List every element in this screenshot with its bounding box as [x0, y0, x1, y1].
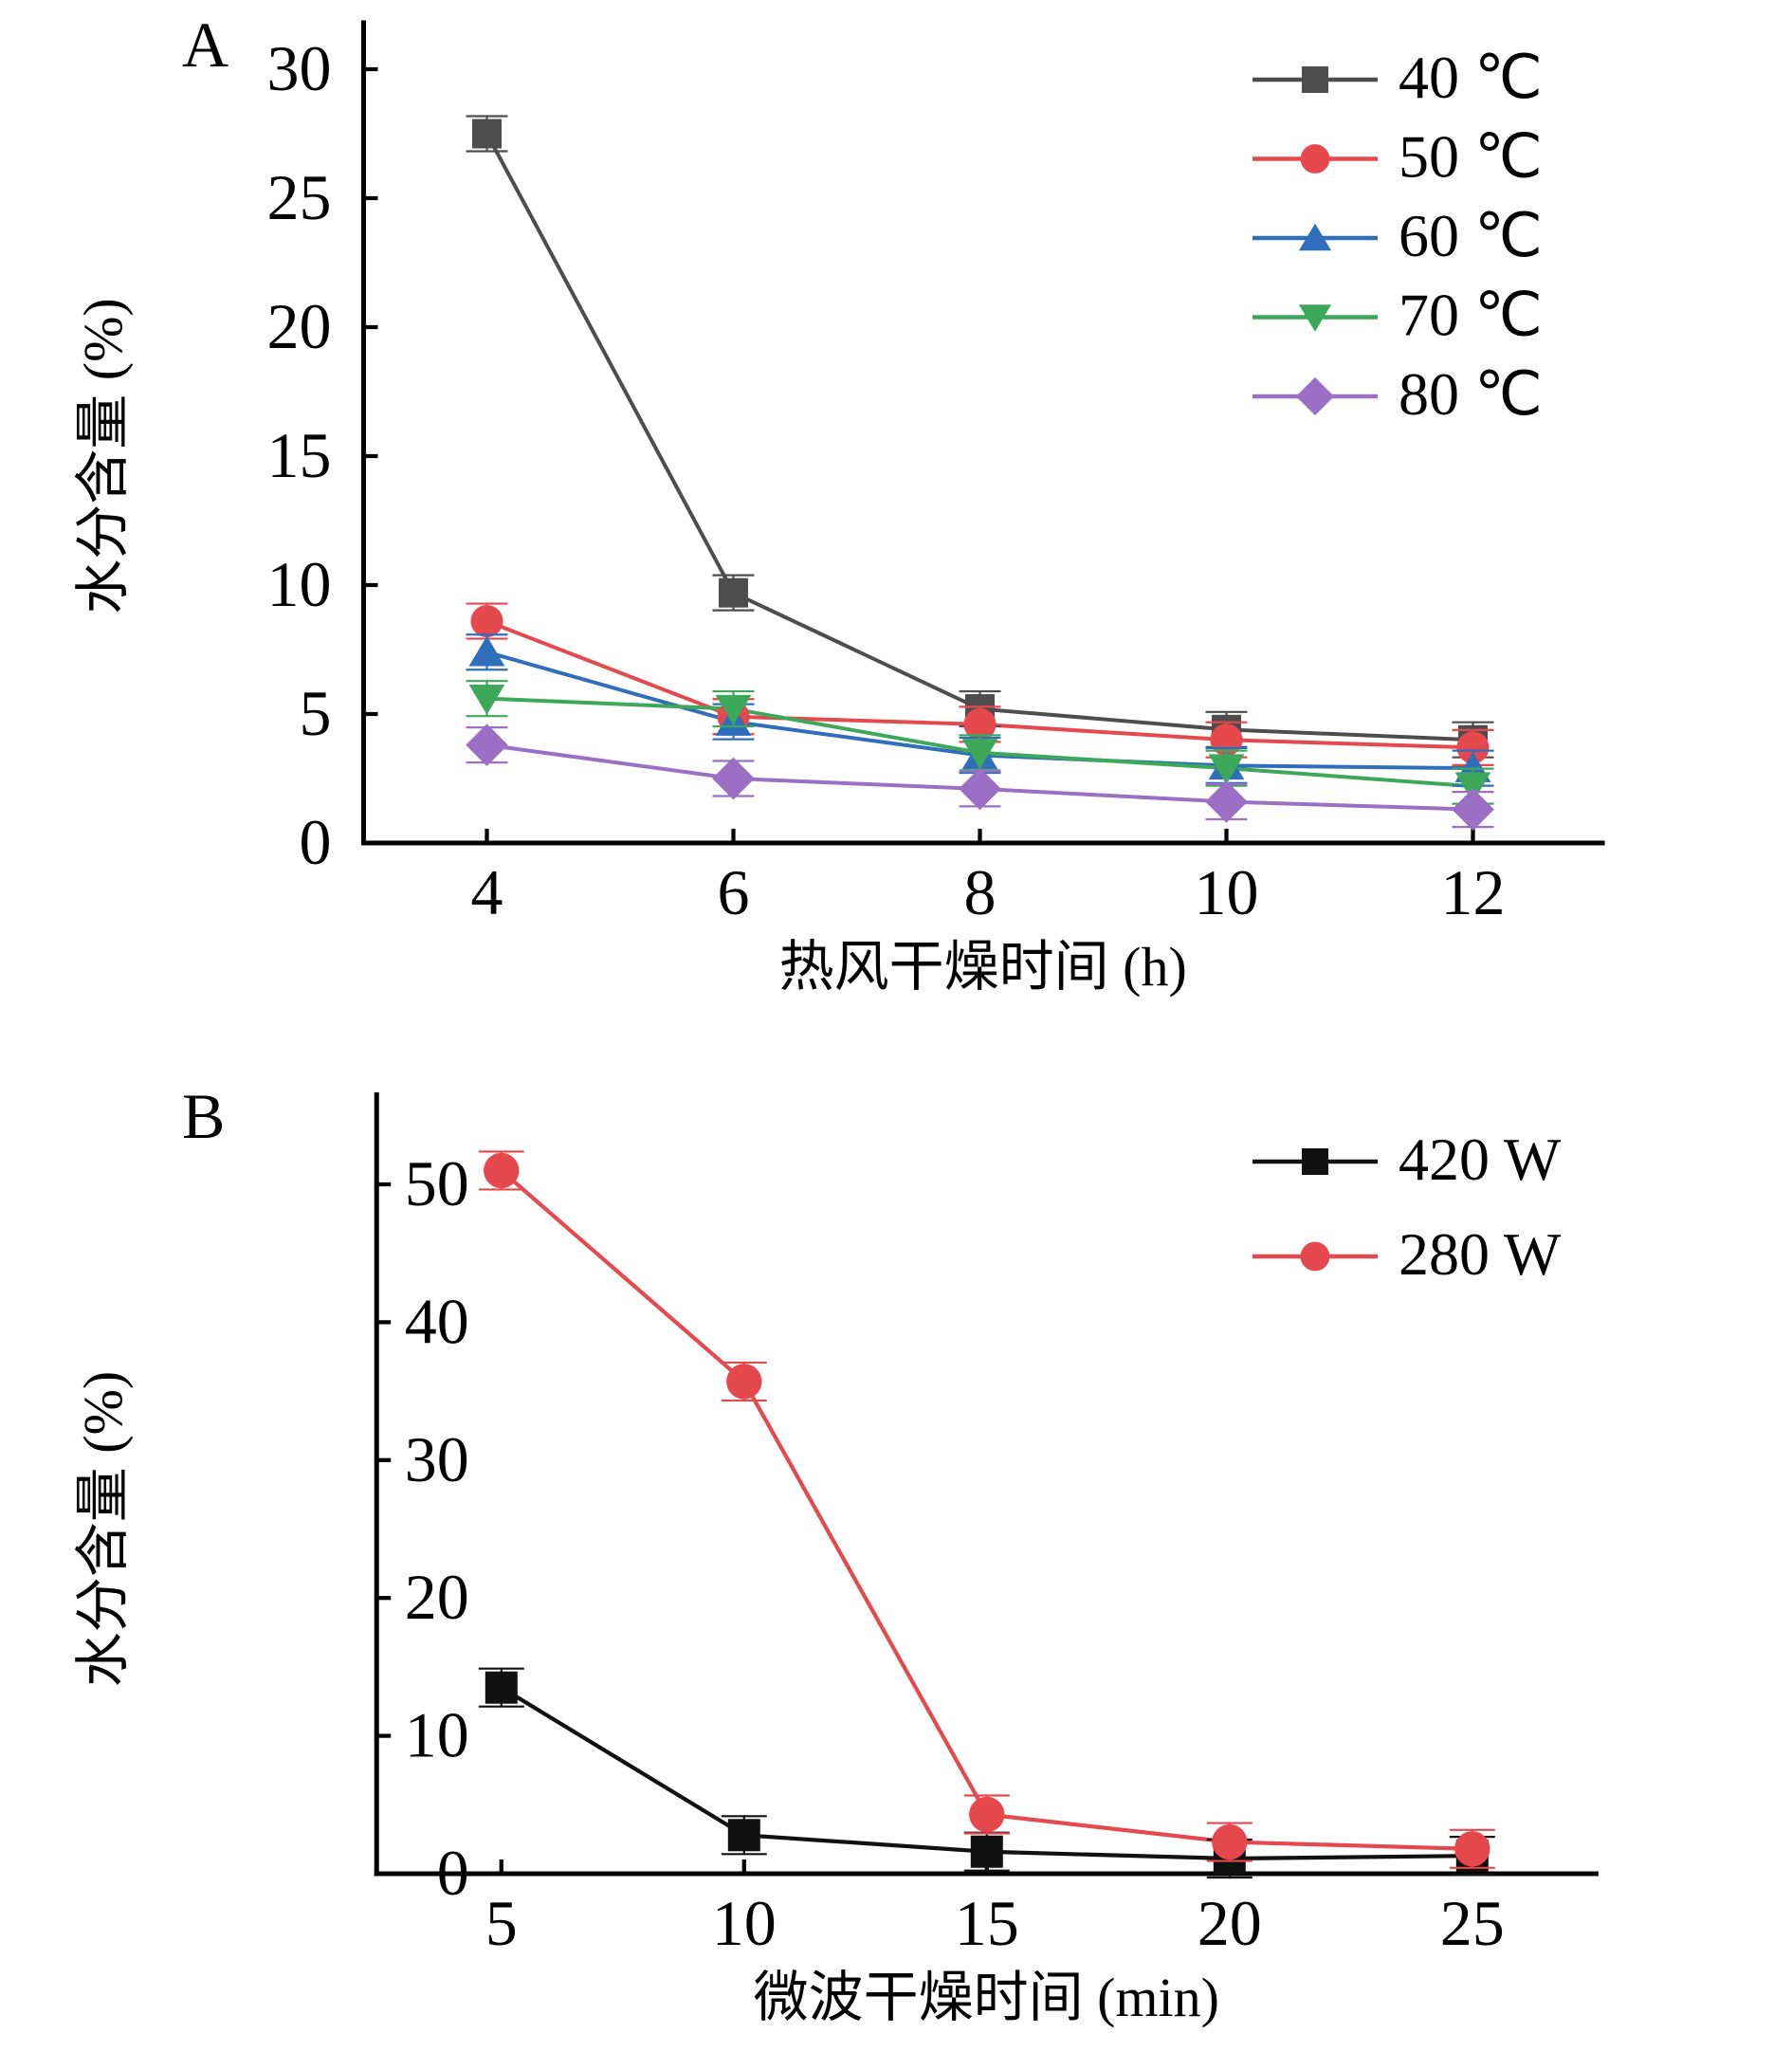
svg-text:10: 10	[405, 1699, 469, 1771]
svg-text:15: 15	[955, 1887, 1019, 1959]
svg-text:6: 6	[718, 856, 750, 928]
svg-text:40: 40	[405, 1285, 469, 1357]
svg-text:水分含量 (%): 水分含量 (%)	[72, 1371, 134, 1687]
svg-text:20: 20	[267, 290, 332, 362]
svg-text:A: A	[182, 9, 229, 81]
svg-text:40 ℃: 40 ℃	[1399, 44, 1543, 111]
svg-text:12: 12	[1441, 856, 1506, 928]
svg-text:70 ℃: 70 ℃	[1399, 282, 1543, 349]
svg-text:B: B	[182, 1080, 225, 1152]
svg-text:25: 25	[1440, 1887, 1505, 1959]
svg-text:420 W: 420 W	[1399, 1126, 1562, 1193]
svg-text:30: 30	[267, 32, 332, 104]
svg-text:50: 50	[405, 1147, 469, 1219]
svg-text:5: 5	[300, 677, 332, 749]
svg-text:50 ℃: 50 ℃	[1399, 123, 1543, 191]
svg-text:10: 10	[1195, 856, 1259, 928]
svg-text:30: 30	[405, 1423, 469, 1495]
svg-text:10: 10	[712, 1887, 777, 1959]
svg-text:10: 10	[267, 548, 332, 620]
svg-text:热风干燥时间 (h): 热风干燥时间 (h)	[779, 936, 1187, 998]
svg-text:5: 5	[485, 1887, 518, 1959]
svg-text:80 ℃: 80 ℃	[1399, 360, 1543, 428]
svg-text:25: 25	[267, 161, 332, 233]
svg-text:0: 0	[437, 1837, 469, 1909]
svg-text:4: 4	[471, 856, 503, 928]
svg-text:8: 8	[964, 856, 997, 928]
svg-text:15: 15	[267, 419, 332, 491]
svg-text:20: 20	[405, 1561, 469, 1633]
svg-text:微波干燥时间 (min): 微波干燥时间 (min)	[754, 1967, 1219, 2028]
svg-text:20: 20	[1198, 1887, 1262, 1959]
svg-text:水分含量 (%): 水分含量 (%)	[72, 298, 134, 614]
svg-text:280 W: 280 W	[1399, 1220, 1562, 1288]
svg-text:60 ℃: 60 ℃	[1399, 202, 1543, 269]
svg-text:0: 0	[300, 806, 332, 878]
